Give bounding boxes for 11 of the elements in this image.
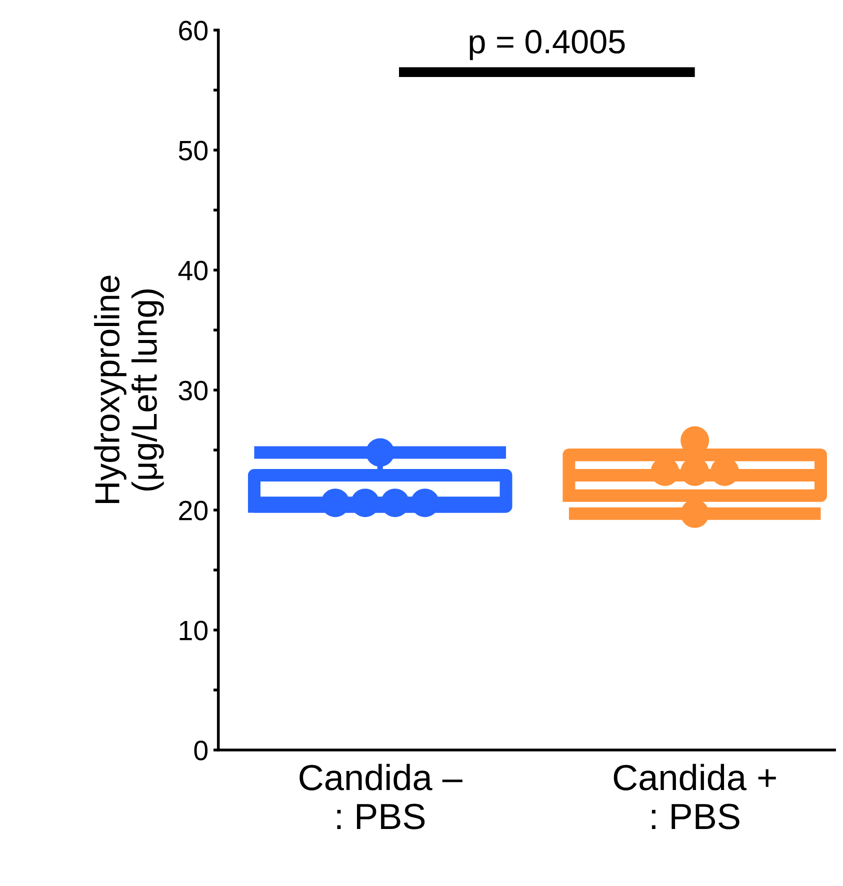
y-tick-label: 60 [179, 20, 208, 40]
x-tick-label: Candida – : PBS [300, 764, 462, 830]
y-tick-label: 30 [178, 380, 208, 400]
annotation: p = 0.4005 [470, 30, 625, 60]
y-tick-label: 50 [178, 140, 208, 160]
x-tick-label: Candida + : PBS [614, 764, 776, 830]
y-tick-label: 0 [194, 740, 208, 760]
y-tick-label: 10 [180, 620, 208, 640]
y-tick-label: 20 [179, 500, 208, 520]
y-tick-label: 40 [178, 260, 208, 280]
y-axis-title: Hydroxyproline (μg/Left lung) [94, 276, 164, 503]
